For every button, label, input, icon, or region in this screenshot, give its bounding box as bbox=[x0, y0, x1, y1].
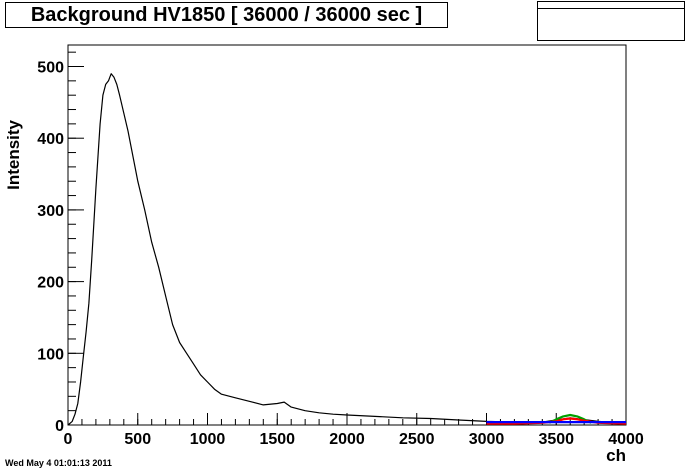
y-axis-label: Intensity bbox=[4, 119, 23, 189]
plot-frame bbox=[67, 44, 627, 426]
y-tick-label: 400 bbox=[37, 131, 64, 148]
y-tick-label: 200 bbox=[37, 275, 64, 292]
chart-title: Background HV1850 [ 36000 / 36000 sec ] bbox=[5, 2, 448, 28]
x-tick-label: 1500 bbox=[259, 431, 295, 448]
stats-legend-header bbox=[538, 2, 684, 9]
stats-legend-box bbox=[537, 1, 685, 41]
y-tick-label: 100 bbox=[37, 346, 64, 363]
x-tick-label: 3500 bbox=[538, 431, 574, 448]
y-tick-label: 500 bbox=[37, 60, 64, 77]
y-tick-label: 300 bbox=[37, 203, 64, 220]
x-tick-label: 2000 bbox=[329, 431, 365, 448]
series-line bbox=[67, 73, 627, 426]
footer-timestamp: Wed May 4 01:01:13 2011 bbox=[5, 458, 112, 468]
y-axis: 0 100 200 300 400 500 bbox=[37, 51, 84, 435]
series-line bbox=[548, 413, 592, 424]
x-tick-label: 3000 bbox=[469, 431, 505, 448]
x-tick-label: 500 bbox=[124, 431, 151, 448]
x-tick-label: 4000 bbox=[608, 431, 644, 448]
y-tick-label: 0 bbox=[55, 418, 64, 435]
x-axis-label: ch bbox=[606, 446, 626, 465]
x-tick-label: 2500 bbox=[399, 431, 435, 448]
x-tick-label: 1000 bbox=[190, 431, 226, 448]
x-axis: 0 500 1000 1500 2000 2500 3000 3500 4000 bbox=[64, 413, 644, 448]
x-tick-label: 0 bbox=[64, 431, 73, 448]
series-group bbox=[67, 73, 627, 426]
